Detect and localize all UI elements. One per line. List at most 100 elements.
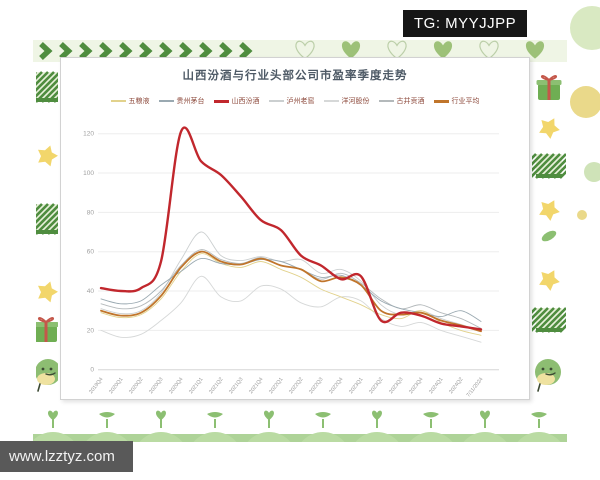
- legend-label: 洋河股份: [341, 98, 370, 105]
- left-border-strip: [36, 62, 58, 400]
- heart-sprout-icon: [480, 410, 490, 428]
- star-icon: [539, 200, 560, 221]
- washi-stripe-icon: [36, 203, 58, 235]
- chevron-right-icon: [59, 41, 73, 61]
- heart-icon: [295, 40, 315, 60]
- chevron-right-icon: [179, 41, 193, 61]
- x-axis-tick-label: 2022Q2: [288, 377, 304, 396]
- flat-sprout-icon: [423, 412, 439, 428]
- corner-blob-icons: [570, 6, 600, 220]
- legend-swatch-icon: [323, 100, 339, 102]
- flat-sprout-icon: [315, 412, 331, 428]
- mound-icon: [247, 432, 291, 442]
- heart-sprout-icon: [48, 410, 58, 428]
- legend-swatch-icon: [158, 100, 174, 102]
- mound-base: [33, 434, 567, 442]
- x-axis-tick-label: 2024Q2: [448, 377, 464, 396]
- x-axis-tick-label: 2023Q1: [348, 377, 364, 396]
- x-axis-tick-label: 2024Q1: [428, 377, 444, 396]
- x-axis-tick-label: 2023Q4: [408, 377, 424, 396]
- legend-item: 古井贡酒: [378, 96, 425, 106]
- gift-icon: [36, 317, 58, 342]
- legend-swatch-icon: [433, 99, 449, 103]
- washi-stripe-icon: [532, 153, 566, 179]
- chart-panel: 山西汾酒与行业头部公司市盈率季度走势 五粮液 贵州茅台 山西汾酒 泸州老窖 洋河股份 古井…: [60, 57, 530, 400]
- heart-icon: [341, 41, 361, 59]
- series-line-五粮液: [100, 253, 482, 336]
- chart-title: 山西汾酒与行业头部公司市盈率季度走势: [182, 70, 408, 82]
- bottom-border-band: [33, 398, 567, 442]
- legend-label: 行业平均: [451, 98, 480, 105]
- x-axis-tick-label: 2021Q4: [248, 377, 264, 396]
- heart-sprout-icon: [264, 410, 274, 428]
- legend-swatch-icon: [110, 100, 126, 102]
- telegram-badge: TG: MYYJJPP: [403, 10, 528, 37]
- legend-swatch-icon: [268, 100, 284, 102]
- leaf-icon: [541, 230, 557, 242]
- heart-icon: [48, 410, 58, 421]
- y-axis-tick-label: 100: [83, 170, 94, 177]
- y-axis-tick-label: 40: [87, 288, 95, 295]
- mound-icon: [85, 432, 129, 442]
- mound-icon: [193, 432, 237, 442]
- chevron-right-icon: [159, 41, 173, 61]
- legend-item: 泸州老窖: [268, 96, 315, 106]
- x-axis-tick-label: 2020Q3: [148, 377, 164, 396]
- right-border-decorations: [532, 75, 566, 392]
- legend-swatch-icon: [378, 100, 394, 102]
- legend-item: 五粮液: [110, 96, 150, 106]
- series-line-洋河股份: [100, 275, 482, 343]
- star-icon: [38, 281, 58, 303]
- x-axis-tick-label: 7/11/2024: [466, 376, 485, 398]
- legend-label: 古井贡酒: [396, 98, 425, 105]
- x-axis-tick-label: 2021Q1: [188, 377, 204, 396]
- x-axis-tick-label: 2020Q4: [168, 377, 184, 396]
- chevron-right-icon: [39, 41, 53, 61]
- heart-icon: [479, 40, 499, 60]
- heart-icon: [525, 41, 545, 59]
- heart-icon: [264, 410, 274, 421]
- x-axis-tick-label: 2020Q2: [128, 377, 144, 396]
- mound-icon: [355, 432, 399, 442]
- x-axis-tick-label: 2022Q1: [268, 377, 284, 396]
- series-line-行业平均: [100, 250, 482, 333]
- chevron-right-icon: [99, 41, 113, 61]
- star-icon: [38, 145, 58, 167]
- chevron-right-icon: [119, 41, 133, 61]
- sprout-border: [33, 410, 567, 442]
- heart-icon: [480, 410, 490, 421]
- heart-icon: [387, 40, 407, 60]
- y-axis-tick-label: 20: [87, 327, 95, 334]
- washi-stripe-icon: [532, 307, 566, 333]
- heart-icon: [433, 41, 453, 59]
- mascot-icon: [36, 359, 58, 392]
- mound-icon: [33, 432, 75, 442]
- corner-blob-decorations: [560, 0, 600, 260]
- series-line-山西汾酒: [99, 126, 483, 331]
- x-axis-tick-label: 2022Q3: [308, 377, 324, 396]
- star-icon: [539, 270, 560, 291]
- mound-icon: [463, 432, 507, 442]
- x-axis-tick-label: 2021Q3: [228, 377, 244, 396]
- y-axis-tick-label: 120: [83, 131, 94, 138]
- heart-sprout-icon: [372, 410, 382, 428]
- mound-icon: [139, 432, 183, 442]
- x-axis-tick-label: 2019Q4: [88, 377, 104, 396]
- watermark-badge: www.lzztyz.com: [0, 441, 133, 472]
- heart-icon: [156, 410, 166, 421]
- legend-item: 行业平均: [433, 96, 480, 106]
- washi-stripe-icon: [36, 71, 58, 103]
- legend-label: 泸州老窖: [286, 98, 315, 105]
- blob-icon: [570, 6, 600, 50]
- gift-icon: [536, 75, 562, 100]
- blob-icon: [577, 210, 587, 220]
- legend-item: 洋河股份: [323, 96, 370, 106]
- chevron-right-icon: [199, 41, 213, 61]
- x-axis-tick-label: 2023Q2: [368, 377, 384, 396]
- heart-icon: [372, 410, 382, 421]
- legend-label: 山西汾酒: [231, 98, 260, 105]
- heart-sprout-icon: [156, 410, 166, 428]
- mound-icon: [301, 432, 345, 442]
- legend-label: 贵州茅台: [176, 98, 205, 105]
